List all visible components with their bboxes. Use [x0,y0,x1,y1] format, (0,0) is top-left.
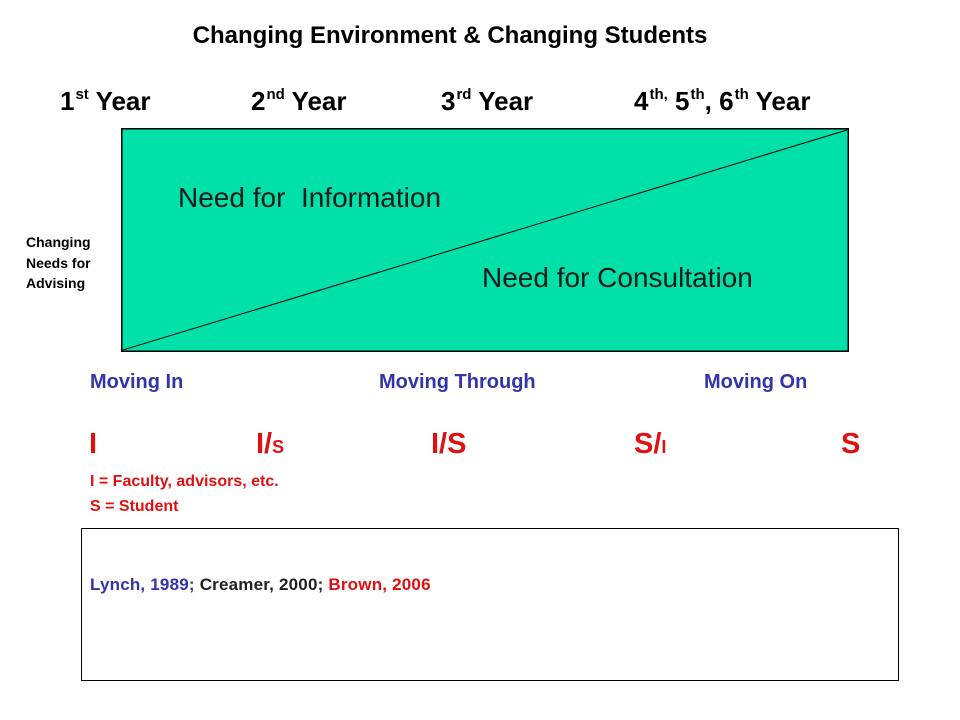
ratio-2-main: I/ [256,428,273,460]
citation-box [81,528,899,681]
year-5-suffix: th [690,86,705,103]
year-2-header: 2nd Year [251,86,347,117]
ratio-institution-student: I/S [431,428,466,461]
year-3-number: 3 [441,86,456,116]
needs-diagram: Need for Information Need for Consultati… [121,128,849,352]
ratio-student-over-small-institution: S/I [634,428,666,461]
citation-lynch: Lynch, 1989; [90,575,195,594]
changing-needs-label: Changing Needs for Advising [26,232,126,294]
phase-moving-through: Moving Through [379,371,536,393]
year-4-6-header: 4th, 5th, 6th Year [634,86,810,117]
year-3-suffix: rd [456,86,472,103]
ratio-institution-over-small-student: I/S [256,428,284,461]
year-1-number: 1 [60,86,75,116]
ratio-2-small: S [272,437,285,457]
legend-student: S = Student [90,498,179,515]
year-2-suffix: nd [266,86,285,103]
diagonal-divider [122,129,848,351]
citation-brown: Brown, 2006 [323,575,431,594]
phase-moving-on: Moving On [704,371,808,393]
ratio-3-main: I/S [431,428,467,460]
ratio-5-main: S [841,428,861,460]
year-3-word: Year [471,86,534,116]
ratio-institution: I [89,428,97,461]
ratio-4-main: S/ [634,428,662,460]
ratio-student: S [841,428,860,461]
legend-institution: I = Faculty, advisors, etc. [90,473,279,490]
ratio-4-small: I [661,437,667,457]
year-3-header: 3rd Year [441,86,533,117]
year-6-number: , 6 [704,86,734,116]
year-4-number: 4 [634,86,649,116]
year-1-suffix: st [75,86,89,103]
year-2-word: Year [284,86,347,116]
need-for-information-label: Need for Information [178,182,441,213]
year-1-header: 1st Year [60,86,151,117]
slide-title: Changing Environment & Changing Students [192,22,708,49]
ratio-1-main: I [89,428,98,460]
side-label-line-2: Needs for [26,254,91,271]
side-label-line-3: Advising [26,275,86,291]
phase-moving-in: Moving In [90,371,184,393]
year-5-number: 5 [667,86,690,116]
year-6-suffix: th [734,86,749,103]
need-for-consultation-label: Need for Consultation [482,262,753,293]
year-2-number: 2 [251,86,266,116]
year-1-word: Year [88,86,151,116]
side-label-line-1: Changing [26,234,91,250]
year-4-6-word: Year [748,86,811,116]
year-4-suffix: th, [649,86,668,103]
citation-line: Lynch, 1989; Creamer, 2000; Brown, 2006 [90,575,431,595]
citation-creamer: Creamer, 2000; [194,575,324,594]
